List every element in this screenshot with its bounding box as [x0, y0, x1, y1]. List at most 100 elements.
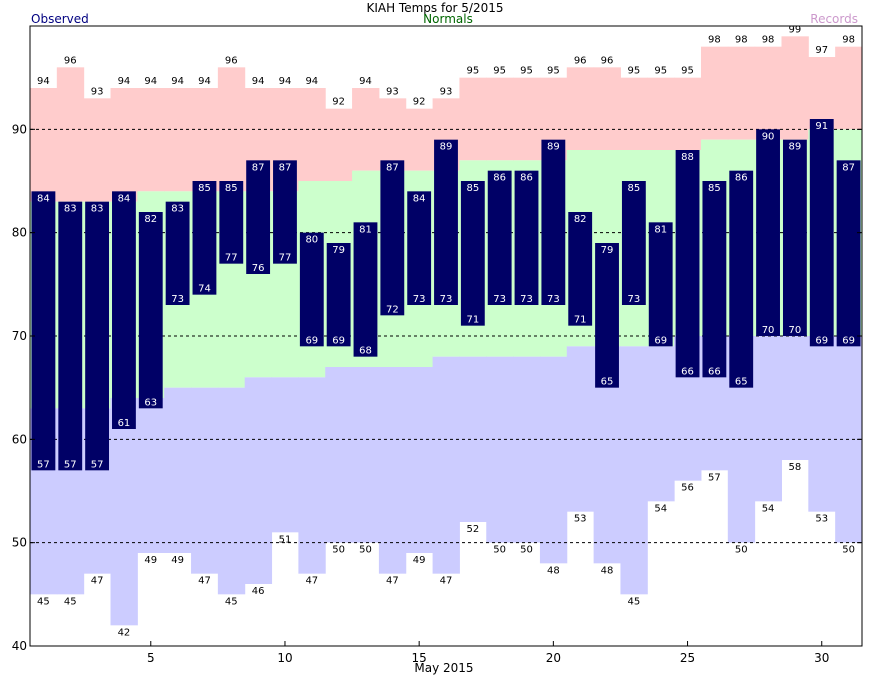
- record-high-label: 95: [466, 66, 479, 77]
- record-low-label: 47: [198, 576, 211, 587]
- observed-low-label: 73: [440, 294, 453, 305]
- record-high-band: [566, 67, 595, 150]
- observed-low-label: 73: [493, 294, 506, 305]
- observed-bar: [434, 139, 458, 305]
- observed-bar: [702, 181, 727, 378]
- record-high-band: [700, 46, 729, 140]
- record-high-label: 94: [359, 76, 372, 87]
- observed-high-label: 79: [332, 245, 345, 256]
- observed-high-label: 89: [440, 142, 453, 153]
- record-high-band: [835, 46, 863, 130]
- record-low-label: 50: [735, 545, 748, 556]
- observed-low-label: 73: [171, 294, 184, 305]
- record-high-label: 95: [654, 66, 667, 77]
- record-high-label: 94: [118, 76, 131, 87]
- record-low-label: 45: [225, 596, 238, 607]
- observed-low-label: 77: [279, 253, 292, 264]
- legend-normals: Normals: [423, 12, 473, 26]
- record-high-label: 98: [762, 35, 775, 46]
- observed-high-label: 87: [842, 162, 855, 173]
- record-low-band: [271, 377, 299, 533]
- record-low-label: 52: [466, 524, 479, 535]
- record-low-label: 48: [547, 565, 560, 576]
- x-tick-label: 30: [814, 651, 829, 665]
- record-high-label: 94: [279, 76, 292, 87]
- record-low-label: 47: [91, 576, 104, 587]
- observed-bar: [246, 160, 271, 274]
- observed-high-label: 85: [628, 183, 641, 194]
- observed-low-label: 57: [91, 459, 104, 470]
- record-high-band: [56, 67, 85, 202]
- record-high-band: [30, 88, 58, 202]
- observed-high-label: 85: [198, 183, 211, 194]
- record-low-label: 45: [37, 596, 50, 607]
- observed-bar: [648, 222, 673, 347]
- observed-low-label: 63: [144, 397, 157, 408]
- observed-high-label: 87: [386, 162, 399, 173]
- record-high-band: [727, 46, 756, 140]
- observed-bar: [326, 243, 351, 347]
- observed-low-label: 70: [762, 325, 775, 336]
- record-low-label: 48: [601, 565, 614, 576]
- observed-high-label: 87: [252, 162, 265, 173]
- observed-high-label: 89: [789, 142, 802, 153]
- value-labels-layer: 84 57 94 45 83 57 96 45 83 57 93 47 84 61 94 42 82 63 94 49…: [37, 24, 855, 638]
- record-low-band: [244, 377, 273, 584]
- chart-title: KIAH Temps for 5/2015: [366, 1, 503, 15]
- record-high-label: 92: [413, 97, 426, 108]
- record-high-band: [110, 88, 138, 202]
- x-tick-label: 15: [412, 651, 427, 665]
- observed-high-label: 82: [574, 214, 587, 225]
- legend-records: Records: [810, 12, 858, 26]
- record-high-label: 98: [735, 35, 748, 46]
- observed-high-label: 81: [359, 224, 372, 235]
- record-low-band: [137, 398, 165, 553]
- record-high-label: 95: [547, 66, 560, 77]
- observed-low-label: 65: [735, 377, 748, 388]
- observed-bar: [165, 201, 190, 305]
- observed-bar: [836, 160, 861, 347]
- record-high-band: [674, 77, 702, 150]
- record-low-label: 54: [762, 503, 775, 514]
- record-high-label: 95: [628, 66, 641, 77]
- record-low-band: [325, 367, 353, 543]
- observed-high-label: 83: [91, 204, 104, 215]
- record-high-label: 95: [520, 66, 533, 77]
- record-high-label: 95: [681, 66, 694, 77]
- record-low-band: [298, 377, 326, 574]
- observed-bar: [729, 170, 754, 388]
- record-low-label: 57: [708, 472, 721, 483]
- record-high-band: [620, 77, 648, 150]
- y-tick-label: 60: [12, 432, 27, 446]
- record-low-band: [620, 346, 648, 595]
- observed-high-label: 84: [413, 193, 426, 204]
- observed-low-label: 66: [681, 366, 694, 377]
- observed-high-label: 83: [171, 204, 184, 215]
- y-tick-label: 40: [12, 639, 27, 653]
- observed-high-label: 91: [815, 121, 828, 132]
- observed-high-label: 86: [520, 173, 533, 184]
- record-high-band: [405, 108, 434, 171]
- observed-high-label: 81: [654, 224, 667, 235]
- record-low-label: 49: [413, 555, 426, 566]
- observed-high-label: 86: [493, 173, 506, 184]
- record-low-band: [352, 367, 380, 543]
- observed-low-label: 76: [252, 263, 265, 274]
- record-low-label: 50: [520, 545, 533, 556]
- observed-bar: [407, 191, 432, 305]
- record-low-label: 45: [628, 596, 641, 607]
- record-low-band: [513, 356, 541, 543]
- record-low-label: 50: [332, 545, 345, 556]
- observed-low-label: 61: [118, 418, 131, 429]
- record-high-band: [325, 108, 353, 181]
- x-tick-label: 10: [277, 651, 292, 665]
- record-high-band: [459, 77, 487, 161]
- record-low-band: [539, 356, 568, 564]
- axes-layer: 40 50 60 70 80 90 5 10 15 20 25 30: [12, 122, 862, 665]
- observed-bar: [353, 222, 378, 357]
- x-tick-label: 20: [546, 651, 561, 665]
- observed-high-label: 86: [735, 173, 748, 184]
- observed-bar: [487, 170, 512, 305]
- record-low-band: [432, 356, 460, 574]
- record-low-band: [164, 387, 192, 553]
